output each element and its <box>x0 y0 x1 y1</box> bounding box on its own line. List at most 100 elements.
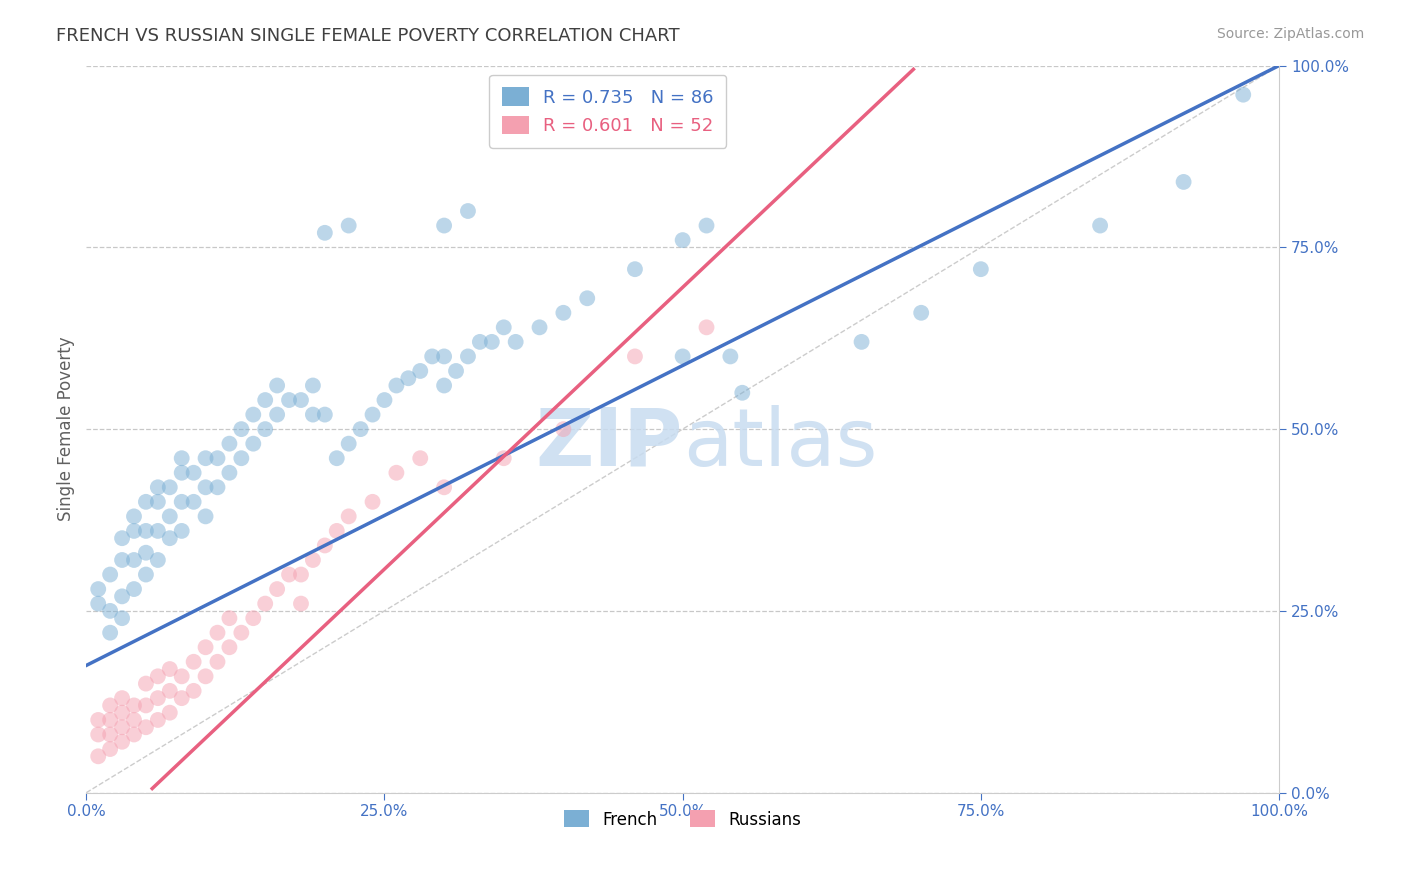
Point <box>242 408 264 422</box>
Point <box>122 553 145 567</box>
Point <box>553 422 575 436</box>
Point <box>302 408 325 422</box>
Point <box>337 509 360 524</box>
Point <box>326 524 349 538</box>
Point <box>111 553 134 567</box>
Y-axis label: Single Female Poverty: Single Female Poverty <box>58 337 75 522</box>
Point <box>170 451 193 466</box>
Point <box>98 604 121 618</box>
Point <box>373 392 395 407</box>
Point <box>672 233 695 247</box>
Point <box>111 706 134 720</box>
Point <box>337 436 360 450</box>
Point <box>433 350 456 364</box>
Point <box>170 669 193 683</box>
Point <box>183 466 205 480</box>
Point <box>146 480 169 494</box>
Point <box>242 436 264 450</box>
Point <box>122 509 145 524</box>
Point <box>183 655 205 669</box>
Point <box>146 669 169 683</box>
Point <box>218 466 240 480</box>
Point <box>457 204 479 219</box>
Point <box>254 392 277 407</box>
Point <box>970 262 993 277</box>
Point <box>231 451 253 466</box>
Point <box>98 727 121 741</box>
Point <box>218 640 240 655</box>
Point <box>159 684 181 698</box>
Point <box>505 334 527 349</box>
Point <box>87 582 110 596</box>
Point <box>98 625 121 640</box>
Point <box>624 262 647 277</box>
Point <box>98 713 121 727</box>
Point <box>159 509 181 524</box>
Point <box>481 334 503 349</box>
Point <box>302 553 325 567</box>
Point <box>87 749 110 764</box>
Point <box>1232 87 1254 102</box>
Point <box>396 371 419 385</box>
Point <box>718 350 741 364</box>
Point <box>231 422 253 436</box>
Point <box>314 226 336 240</box>
Point <box>194 669 217 683</box>
Point <box>170 524 193 538</box>
Point <box>111 720 134 734</box>
Point <box>254 597 277 611</box>
Point <box>146 495 169 509</box>
Point <box>385 378 408 392</box>
Point <box>87 597 110 611</box>
Point <box>183 684 205 698</box>
Text: FRENCH VS RUSSIAN SINGLE FEMALE POVERTY CORRELATION CHART: FRENCH VS RUSSIAN SINGLE FEMALE POVERTY … <box>56 27 681 45</box>
Point <box>194 640 217 655</box>
Point <box>122 524 145 538</box>
Point <box>290 597 312 611</box>
Point <box>159 706 181 720</box>
Point <box>135 546 157 560</box>
Point <box>194 480 217 494</box>
Point <box>433 480 456 494</box>
Point <box>146 553 169 567</box>
Point <box>87 727 110 741</box>
Point <box>135 676 157 690</box>
Point <box>170 466 193 480</box>
Point <box>444 364 467 378</box>
Point <box>326 451 349 466</box>
Point <box>278 567 301 582</box>
Point <box>242 611 264 625</box>
Point <box>135 524 157 538</box>
Point <box>337 219 360 233</box>
Point <box>98 567 121 582</box>
Point <box>576 291 599 305</box>
Point <box>290 567 312 582</box>
Point <box>111 691 134 706</box>
Point <box>159 480 181 494</box>
Point <box>314 538 336 552</box>
Point <box>207 655 229 669</box>
Point <box>135 567 157 582</box>
Point <box>170 691 193 706</box>
Point <box>314 408 336 422</box>
Point <box>87 713 110 727</box>
Point <box>385 466 408 480</box>
Point <box>1173 175 1195 189</box>
Point <box>361 495 384 509</box>
Point <box>207 451 229 466</box>
Point <box>218 436 240 450</box>
Point <box>207 480 229 494</box>
Point <box>254 422 277 436</box>
Point <box>420 350 443 364</box>
Point <box>183 495 205 509</box>
Point <box>122 727 145 741</box>
Point <box>672 350 695 364</box>
Point <box>349 422 371 436</box>
Point <box>851 334 873 349</box>
Point <box>457 350 479 364</box>
Point <box>695 219 717 233</box>
Point <box>207 625 229 640</box>
Point <box>111 735 134 749</box>
Point <box>409 451 432 466</box>
Point <box>170 495 193 509</box>
